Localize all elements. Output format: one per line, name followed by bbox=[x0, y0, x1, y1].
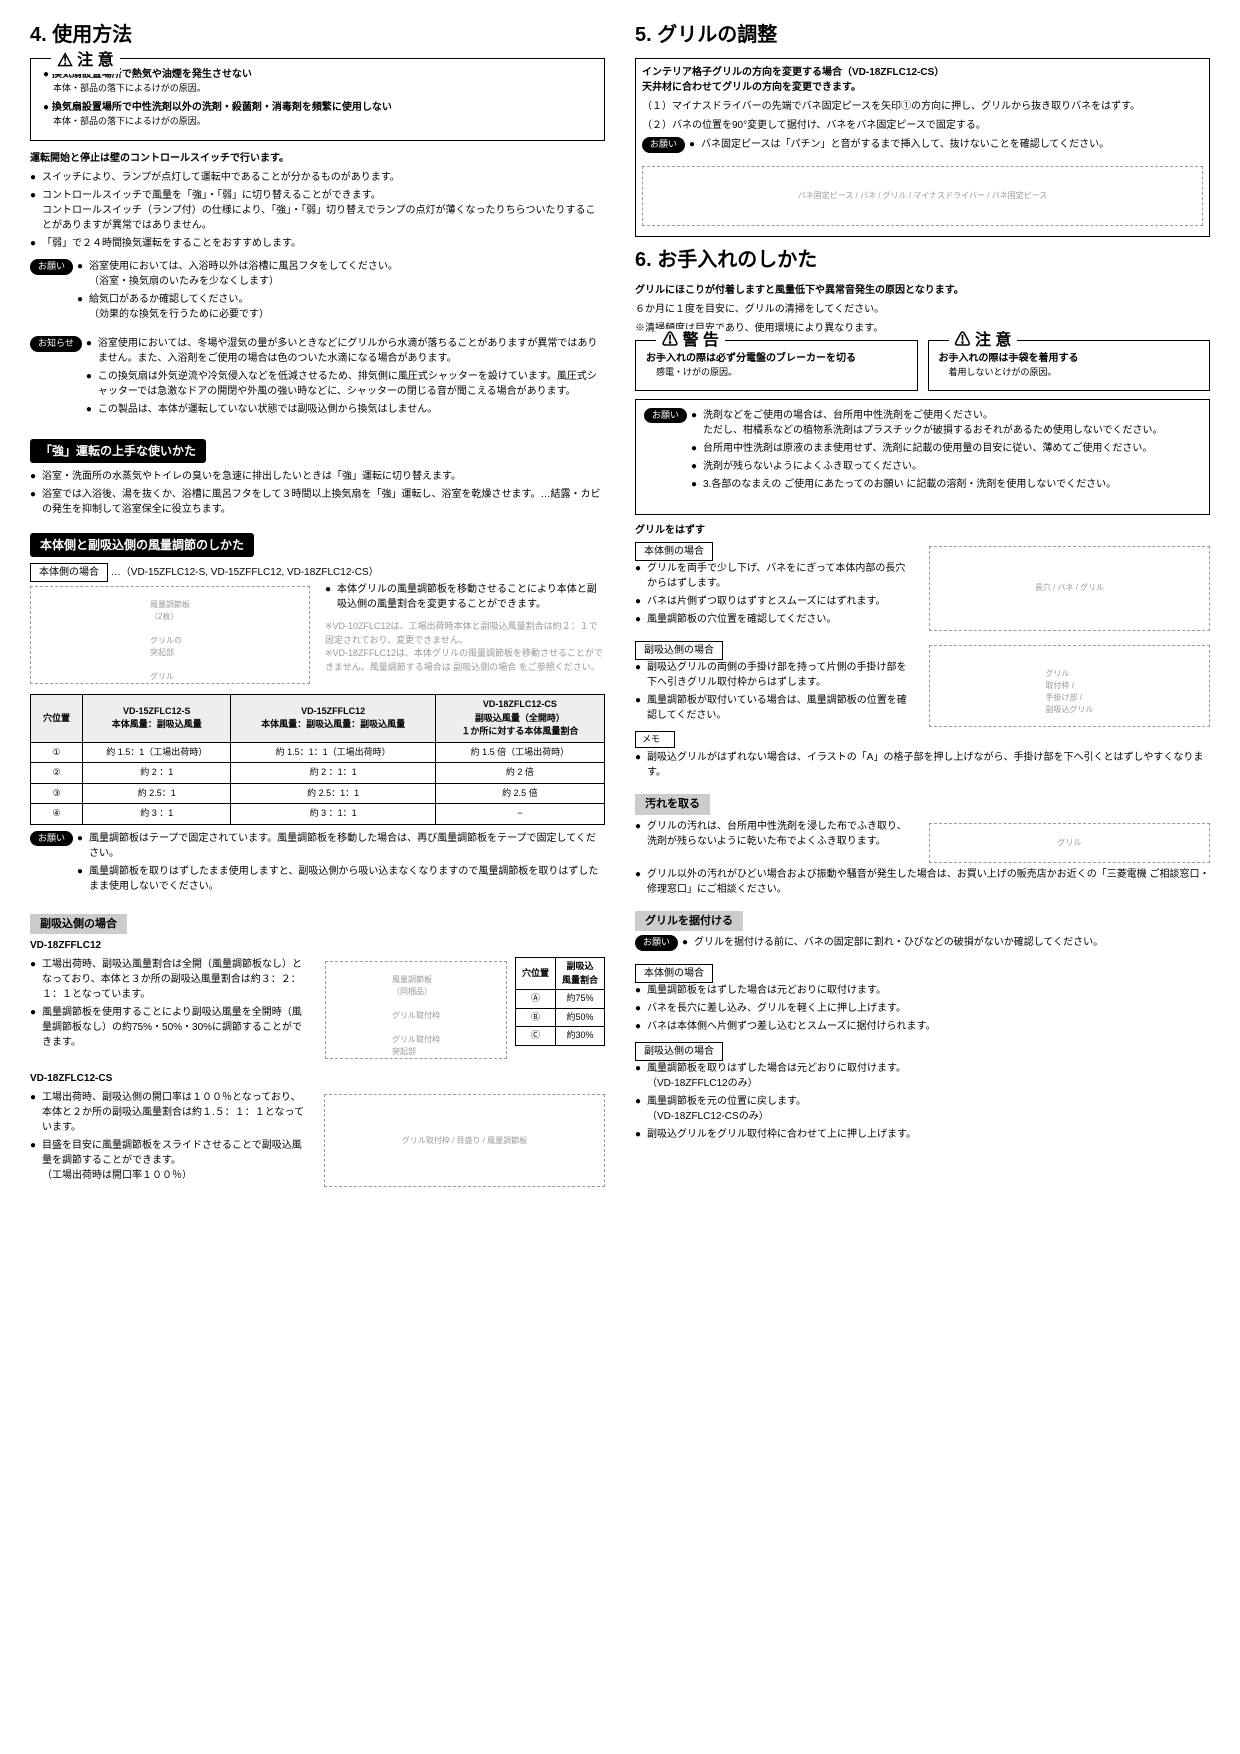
right-column: 5. グリルの調整 インテリア格子グリルの方向を変更する場合（VD-18ZFLC… bbox=[635, 20, 1210, 1191]
diagram-sub2: グリル取付枠 / 目盛り / 風量調節板 bbox=[324, 1094, 605, 1187]
oshirase-bullet-0: 浴室使用においては、冬場や湿気の量が多いときなどにグリルから水滴が落ちることがあ… bbox=[86, 336, 605, 366]
sub1-model: VD-18ZFFLC12 bbox=[30, 938, 605, 953]
onegai-block-1: お願い 浴室使用においては、入浴時以外は浴槽に風呂フタをしてください。 （浴室・… bbox=[30, 259, 605, 330]
intro-text: 運転開始と停止は壁のコントロールスイッチで行います。 bbox=[30, 151, 605, 166]
onegai-bullet-0: 浴室使用においては、入浴時以外は浴槽に風呂フタをしてください。 （浴室・換気扇の… bbox=[77, 259, 605, 289]
memo-label: メモ bbox=[635, 731, 675, 749]
section5-box: インテリア格子グリルの方向を変更する場合（VD-18ZFLC12-CS） 天井材… bbox=[635, 58, 1210, 237]
section5-title: 5. グリルの調整 bbox=[635, 20, 1210, 50]
diagram-main-side: 風量調節板 （2枚） グリルの 突起部 グリル bbox=[30, 586, 310, 684]
diagram-section5: バネ固定ピース / バネ / グリル / マイナスドライバー / バネ固定ピース bbox=[642, 166, 1203, 226]
onegai-bullet-1: 給気口があるか確認してください。 （効果的な換気を行うために必要です） bbox=[77, 292, 605, 322]
intro-bullets: スイッチにより、ランプが点灯して運転中であることが分かるものがあります。 コント… bbox=[30, 170, 605, 251]
diagram-sub1: 風量調節板 （同梱品） グリル取付枠 グリル取付枠 突起部 bbox=[325, 961, 507, 1059]
table1-onegai: お願い 風量調節板はテープで固定されています。風量調節板を移動した場合は、再び風… bbox=[30, 831, 605, 902]
section6-onegai-box: お願い 洗剤などをご使用の場合は、台所用中性洗剤をご使用ください。 ただし、柑橘… bbox=[635, 399, 1210, 515]
diagram-remove-main: 長穴 / バネ / グリル bbox=[929, 546, 1210, 631]
main-side-models: …（VD-15ZFLC12-S, VD-15ZFFLC12, VD-18ZFLC… bbox=[111, 567, 379, 578]
intro-bullet-1: コントロールスイッチで風量を「強」・「弱」に切り替えることができます。 コントロ… bbox=[30, 188, 605, 233]
diagram-remove-sub: グリル 取付枠 / 手掛け部 / 副吸込グリル bbox=[929, 645, 1210, 727]
airflow-header: 本体側と副吸込側の風量調節のしかた bbox=[30, 533, 254, 557]
remove-header: グリルをはずす bbox=[635, 523, 1210, 538]
warn-box-1: 警 告 お手入れの際は必ず分電盤のブレーカーを切る 感電・けがの原因。 bbox=[635, 340, 918, 391]
section4-title: 4. 使用方法 bbox=[30, 20, 605, 50]
diagram-clean: グリル bbox=[929, 823, 1210, 863]
left-column: 4. 使用方法 注 意 ● 換気扇設置場所で熱気や油煙を発生させない 本体・部品… bbox=[30, 20, 605, 1191]
section6-title: 6. お手入れのしかた bbox=[635, 245, 1210, 275]
main-side-note-1: ※VD-18ZFFLC12は、本体グリルの風量調節板を移動させることができません… bbox=[325, 647, 605, 674]
clean-header: 汚れを取る bbox=[635, 794, 710, 815]
caution-header: 注 意 bbox=[51, 47, 120, 74]
warn-box-2: 注 意 お手入れの際は手袋を着用する 着用しないとけがの原因。 bbox=[928, 340, 1211, 391]
strong-bullet-0: 浴室・洗面所の水蒸気やトイレの臭いを急速に排出したいときは「強」運転に切り替えま… bbox=[30, 469, 605, 484]
caution-item-0: ● 換気扇設置場所で熱気や油煙を発生させない 本体・部品の落下によるけがの原因。 bbox=[43, 67, 592, 96]
oshirase-pill: お知らせ bbox=[30, 336, 82, 352]
strong-bullets: 浴室・洗面所の水蒸気やトイレの臭いを急速に排出したいときは「強」運転に切り替えま… bbox=[30, 469, 605, 517]
sub2-model: VD-18ZFLC12-CS bbox=[30, 1071, 605, 1086]
main-side-note-0: ※VD-10ZFLC12は、工場出荷時本体と副吸込風量割合は約２：１で固定されて… bbox=[325, 620, 605, 647]
oshirase-bullet-2: この製品は、本体が運転していない状態では副吸込側から換気はしません。 bbox=[86, 402, 605, 417]
main-side-label: 本体側の場合 bbox=[30, 563, 108, 582]
oshirase-block: お知らせ 浴室使用においては、冬場や湿気の量が多いときなどにグリルから水滴が落ち… bbox=[30, 336, 605, 425]
intro-bullet-0: スイッチにより、ランプが点灯して運転中であることが分かるものがあります。 bbox=[30, 170, 605, 185]
oshirase-bullet-1: この換気扇は外気逆流や冷気侵入などを低減させるため、排気側に風圧式シャッターを設… bbox=[86, 369, 605, 399]
section4-caution-box: 注 意 ● 換気扇設置場所で熱気や油煙を発生させない 本体・部品の落下によるけが… bbox=[30, 58, 605, 141]
caution-item-1: ● 換気扇設置場所で中性洗剤以外の洗剤・殺菌剤・消毒剤を頻繁に使用しない 本体・… bbox=[43, 100, 592, 129]
sub-side-label: 副吸込側の場合 bbox=[30, 914, 127, 935]
attach-header: グリルを据付ける bbox=[635, 911, 743, 932]
main-side-bullet-0: 本体グリルの風量調節板を移動させることにより本体と副吸込側の風量割合を変更するこ… bbox=[325, 582, 605, 612]
sub1-table: 穴位置副吸込 風量割合 Ⓐ約75% Ⓑ約50% Ⓒ約30% bbox=[515, 957, 605, 1046]
airflow-table: 穴位置 VD-15ZFLC12-S 本体風量：副吸込風量 VD-15ZFFLC1… bbox=[30, 694, 605, 825]
onegai-pill: お願い bbox=[30, 259, 73, 275]
strong-header: 「強」運転の上手な使いかた bbox=[30, 439, 206, 463]
strong-bullet-1: 浴室では入浴後、湯を抜くか、浴槽に風呂フタをして３時間以上換気扇を「強」運転し、… bbox=[30, 487, 605, 517]
intro-bullet-2: 「弱」で２４時間換気運転をすることをおすすめします。 bbox=[30, 236, 605, 251]
